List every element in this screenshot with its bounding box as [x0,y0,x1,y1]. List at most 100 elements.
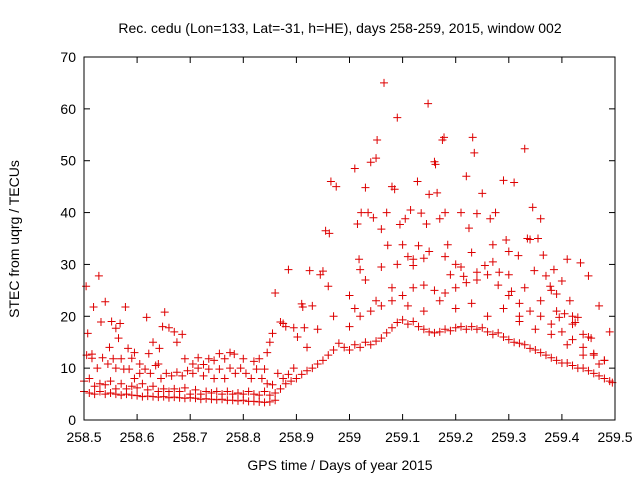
data-point [462,325,471,334]
data-point [589,369,598,378]
data-point [504,270,513,279]
data-point [584,366,593,375]
data-point [459,272,468,281]
data-point [361,275,370,284]
data-point [401,214,410,223]
data-point [135,359,144,368]
data-point [468,133,477,142]
data-point [595,371,604,380]
data-point [247,374,256,383]
data-point [332,182,341,191]
data-point [547,320,556,329]
data-point [504,335,513,344]
data-point [297,370,306,379]
data-point [366,158,375,167]
data-point [105,343,114,352]
data-point [101,390,110,399]
data-point [318,267,327,276]
x-tick-label: 258.9 [279,429,314,445]
data-point [419,281,428,290]
data-point [289,364,298,373]
data-point [212,387,221,396]
data-point [552,307,561,316]
data-point [393,318,402,327]
data-point [215,349,224,358]
data-point [377,263,386,272]
data-point [595,359,604,368]
data-point [82,282,91,291]
data-point [366,340,375,349]
data-point [380,78,389,87]
data-point [568,312,577,321]
data-point [383,241,392,250]
data-point [536,214,545,223]
data-point [373,135,382,144]
data-point [107,317,116,326]
data-point [579,364,588,373]
axis-ticks: 258.5 258.6 258.7 258.8 258.9 259 259.1 259.2 25… [60,49,632,445]
data-point [141,365,150,374]
data-point [557,327,566,336]
data-point [510,178,519,187]
data-point [188,359,197,368]
data-point [467,322,476,331]
data-point [89,302,98,311]
data-point [372,154,381,163]
data-point [111,324,120,333]
data-point [514,251,523,260]
data-point [355,255,364,264]
data-point [472,268,481,277]
data-point [220,354,229,363]
data-point [191,394,200,403]
data-point [260,365,269,374]
data-point [133,383,142,392]
data-point [156,374,165,383]
data-point [233,396,242,405]
data-point [435,214,444,223]
data-point [149,392,158,401]
data-point [488,330,497,339]
data-point [573,313,582,322]
data-point [419,307,428,316]
data-point [90,382,99,391]
data-point [534,234,543,243]
data-point [441,288,450,297]
x-tick-label: 259.5 [597,429,632,445]
data-point [149,338,158,347]
data-point [488,240,497,249]
data-point [138,379,147,388]
data-point [584,333,593,342]
data-point [199,360,208,369]
data-point [403,320,412,329]
data-point [117,391,126,400]
data-point [499,333,508,342]
data-point [239,396,248,405]
data-point [255,397,264,406]
data-point [403,301,412,310]
data-point [536,312,545,321]
data-point [377,334,386,343]
data-point [483,327,492,336]
data-point [457,208,466,217]
data-point [279,374,288,383]
data-point [244,387,253,396]
data-point [109,354,118,363]
data-point [111,390,120,399]
data-point [579,351,588,360]
data-point [133,391,142,400]
data-point [419,325,428,334]
data-point [499,176,508,185]
data-point [313,325,322,334]
data-point [101,297,110,306]
data-point [491,208,500,217]
data-point [159,384,168,393]
data-point [480,261,489,270]
data-point [576,258,585,267]
data-point [483,270,492,279]
data-point [353,219,362,228]
data-point [356,343,365,352]
data-point [600,356,609,365]
data-point [387,323,396,332]
data-point [430,328,439,337]
